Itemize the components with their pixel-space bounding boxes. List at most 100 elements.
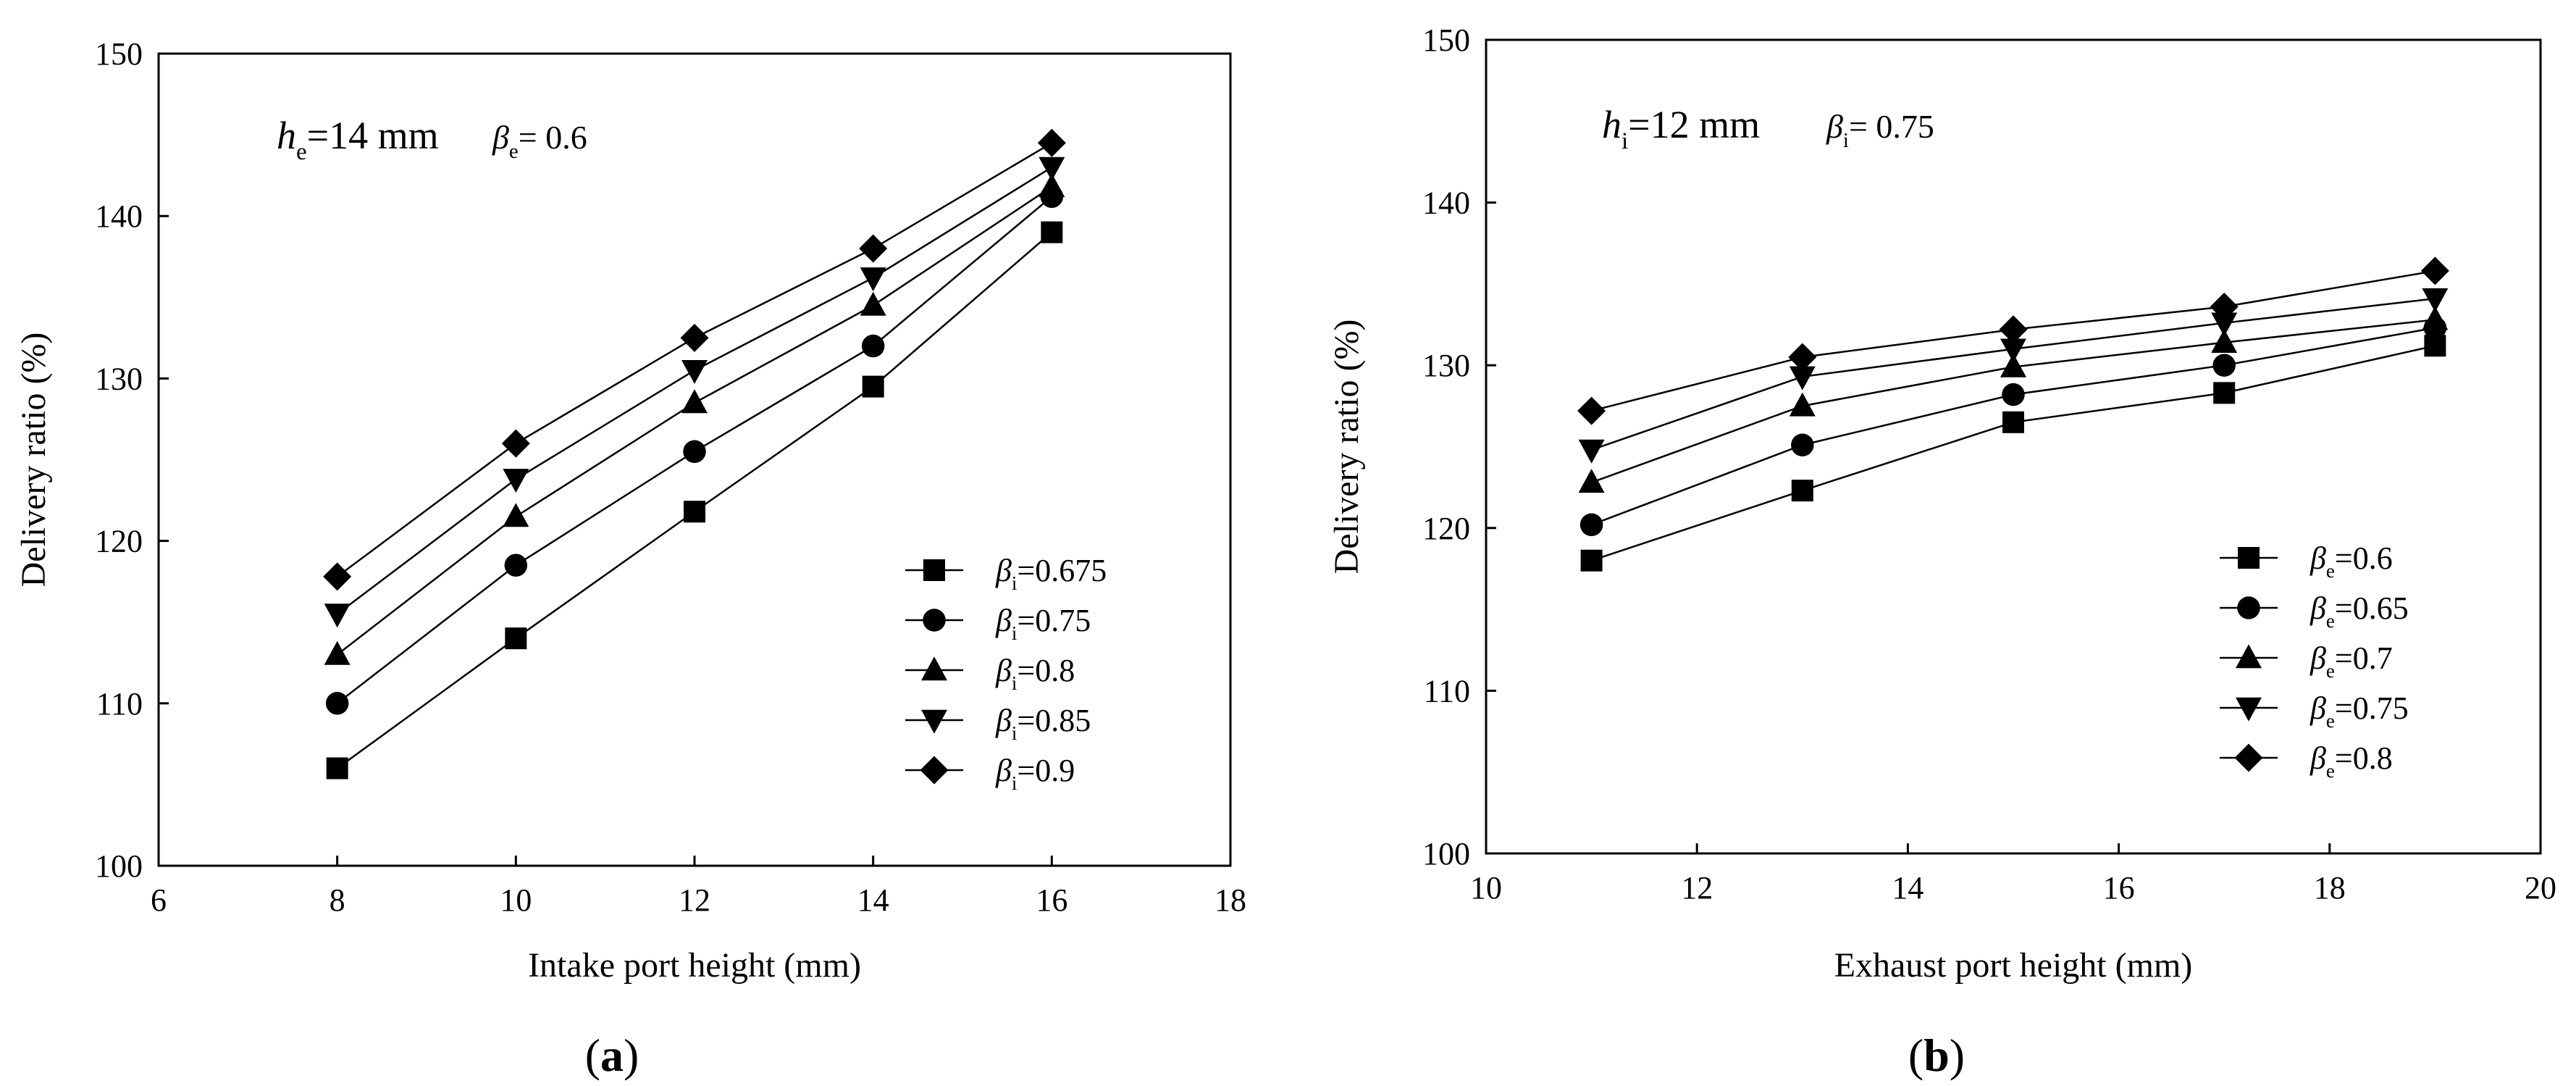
- legend-entry-subscript: e: [2326, 610, 2335, 632]
- legend-entry-subscript: e: [2326, 560, 2335, 582]
- data-point: [326, 757, 348, 780]
- x-tick-label: 12: [679, 882, 710, 918]
- legend-entry-subscript: i: [1012, 672, 1018, 694]
- y-tick-label: 120: [95, 524, 143, 559]
- data-point: [681, 389, 708, 414]
- legend-entry-symbol: β: [2309, 640, 2326, 676]
- legend-entry-subscript: i: [1012, 622, 1018, 644]
- legend-entry-value: =0.675: [1017, 553, 1107, 588]
- y-tick-label: 100: [95, 848, 143, 884]
- annotation-beta-symbol: β: [1826, 108, 1843, 145]
- data-point: [2422, 306, 2449, 330]
- legend-entry: βe=0.8: [2309, 740, 2393, 782]
- data-point: [1791, 480, 1813, 502]
- chart-panel-b: 10 12 14 16 18 20 100 110 120 130 140 150 Exhaust po…: [1327, 22, 2556, 1081]
- legend-entry-value: =0.85: [1017, 703, 1091, 738]
- data-point: [324, 603, 351, 628]
- legend-entry: βe=0.6: [2309, 540, 2393, 582]
- y-axis-label: Delivery ratio (%): [1327, 319, 1366, 575]
- x-axis-label: Exhaust port height (mm): [1834, 946, 2193, 985]
- y-tick-label: 100: [1422, 836, 1470, 872]
- data-point: [2420, 256, 2449, 285]
- data-point: [1039, 156, 1065, 181]
- y-tick-label: 110: [1424, 673, 1470, 709]
- data-point: [861, 334, 885, 358]
- legend-entry-symbol: β: [2309, 590, 2326, 626]
- y-tick-label: 140: [1422, 185, 1470, 221]
- x-tick-label: 18: [2314, 870, 2346, 906]
- data-point: [2002, 383, 2025, 406]
- annotation-port-height: he=14 mm: [277, 114, 439, 165]
- data-point: [684, 501, 705, 523]
- x-tick-label: 8: [330, 882, 345, 918]
- y-tick-label: 140: [95, 199, 143, 234]
- legend-entry: βi=0.8: [995, 653, 1075, 694]
- legend-entry-value: =0.7: [2335, 640, 2393, 676]
- annotation-port-height-subscript: i: [1621, 128, 1628, 154]
- legend-marker: [921, 709, 947, 734]
- legend-entry-value: =0.65: [2335, 590, 2409, 626]
- data-point: [1789, 392, 1816, 417]
- data-point: [2213, 382, 2236, 404]
- panel-label-part: (: [585, 1029, 600, 1081]
- legend-entry: βe=0.7: [2309, 640, 2393, 682]
- y-tick-label: 150: [95, 36, 143, 72]
- x-tick-label: 16: [1036, 882, 1067, 918]
- legend-entry-value: =0.75: [2335, 690, 2409, 726]
- annotation-beta-symbol: β: [492, 119, 509, 156]
- legend-marker: [2238, 547, 2260, 569]
- data-point: [2000, 338, 2026, 363]
- data-point: [324, 640, 351, 665]
- legend-entry-symbol: β: [995, 703, 1012, 738]
- panel-label-part: ): [1950, 1029, 1965, 1081]
- legend-marker: [923, 559, 945, 581]
- legend-entry-symbol: β: [2309, 740, 2326, 776]
- panel-label: (b): [1908, 1029, 1965, 1081]
- legend-entry-value: =0.8: [2335, 740, 2393, 776]
- legend-entry: βe=0.75: [2309, 690, 2409, 732]
- data-point: [1999, 315, 2028, 344]
- x-tick-label: 10: [1470, 870, 1502, 906]
- series-line: [336, 185, 1053, 656]
- y-tick-label: 150: [1422, 22, 1470, 58]
- annotation-port-height-symbol: h: [1602, 103, 1621, 146]
- annotation-beta: βe= 0.6: [492, 119, 587, 163]
- legend-marker: [2234, 743, 2263, 772]
- legend-marker: [2236, 644, 2262, 669]
- data-point: [325, 692, 349, 715]
- legend-entry: βe=0.65: [2309, 590, 2409, 632]
- data-point: [1789, 366, 1816, 390]
- x-tick-label: 12: [1681, 870, 1713, 906]
- x-tick-label: 14: [857, 882, 889, 918]
- series-line: [336, 231, 1053, 769]
- legend-entry-symbol: β: [995, 553, 1012, 588]
- data-point: [2212, 354, 2236, 377]
- data-point: [1578, 469, 1605, 493]
- annotation-port-height-value: =14 mm: [307, 114, 439, 157]
- data-point: [1039, 173, 1065, 198]
- data-point: [1578, 439, 1605, 464]
- panel-label-part: a: [600, 1029, 624, 1081]
- panel-label-part: b: [1923, 1029, 1950, 1081]
- legend-entry-subscript: i: [1012, 572, 1018, 594]
- data-point: [680, 323, 709, 352]
- annotation-beta-value: = 0.75: [1849, 108, 1934, 145]
- x-tick-label: 6: [151, 882, 167, 918]
- annotation-port-height: hi=12 mm: [1602, 103, 1760, 154]
- data-point: [2000, 353, 2026, 377]
- data-point: [1580, 549, 1603, 572]
- data-point: [860, 291, 886, 316]
- data-point: [2002, 411, 2024, 433]
- legend-entry-value: =0.9: [1017, 753, 1075, 788]
- data-point: [681, 359, 708, 384]
- x-tick-label: 16: [2103, 870, 2135, 906]
- data-point: [862, 375, 884, 398]
- legend-entry-symbol: β: [995, 603, 1012, 638]
- x-tick-label: 18: [1214, 882, 1246, 918]
- legend-entry: βi=0.9: [995, 753, 1075, 794]
- panel-label-part: (: [1908, 1029, 1923, 1081]
- annotation-port-height-subscript: e: [296, 139, 307, 165]
- data-point: [503, 469, 529, 493]
